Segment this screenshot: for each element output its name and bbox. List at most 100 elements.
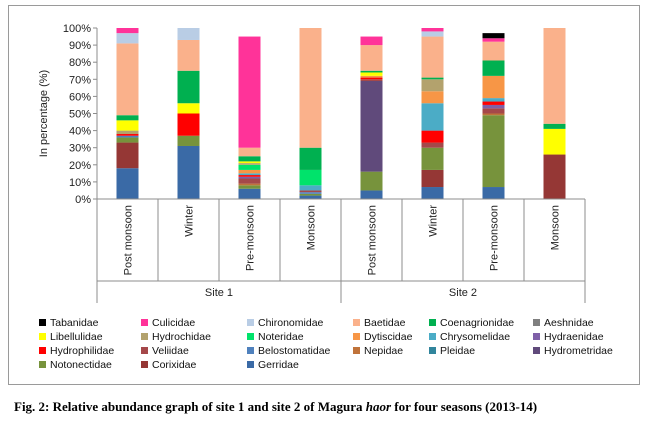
legend-label: Hydraenidae: [544, 331, 604, 343]
legend-label: Nepidae: [364, 345, 403, 357]
bar-segment: [177, 70, 200, 104]
y-tick-label: 20%: [69, 160, 91, 172]
bar-segment: [482, 33, 505, 39]
bar-segment: [238, 176, 261, 179]
bar-segment: [177, 39, 200, 71]
y-axis-title: In percentage (%): [38, 70, 50, 157]
legend-swatch: [141, 347, 148, 354]
legend-label: Gerridae: [258, 359, 299, 371]
bar-segment: [116, 43, 139, 116]
y-tick-label: 50%: [69, 109, 91, 121]
bar-segment: [238, 164, 261, 170]
legend-swatch: [39, 319, 46, 326]
legend-swatch: [533, 319, 540, 326]
x-category-label: Monsoon: [550, 205, 562, 250]
bar-segment: [543, 123, 566, 129]
group-label: Site 1: [205, 287, 233, 299]
bar-segment: [421, 91, 444, 104]
y-tick-label: 100%: [63, 23, 91, 35]
legend-label: Pleidae: [440, 345, 475, 357]
bar-segment: [421, 130, 444, 143]
bar-segment: [299, 185, 322, 191]
bar-segment: [360, 75, 383, 78]
bar-segment: [360, 190, 383, 199]
bar-segment: [116, 142, 139, 169]
legend-label: Corixidae: [152, 359, 197, 371]
y-tick-label: 30%: [69, 143, 91, 155]
legend-swatch: [39, 333, 46, 340]
legend-label: Hydrochidae: [152, 331, 211, 343]
bar-segment: [482, 113, 505, 116]
bar-segment: [421, 147, 444, 170]
legend-swatch: [39, 361, 46, 368]
bar-segment: [482, 108, 505, 114]
legend-swatch: [247, 319, 254, 326]
legend-swatch: [141, 319, 148, 326]
bar-segment: [360, 77, 383, 80]
bar-segment: [360, 45, 383, 71]
bar-segment: [299, 28, 322, 148]
bar-segment: [238, 163, 261, 165]
legend-swatch: [533, 333, 540, 340]
bar-segment: [238, 147, 261, 157]
bar-segment: [116, 137, 139, 143]
legend-swatch: [353, 319, 360, 326]
bar-segment: [482, 104, 505, 109]
legend-swatch: [429, 333, 436, 340]
bar-segment: [543, 154, 566, 199]
bar-segment: [299, 193, 322, 196]
bar-segment: [238, 178, 261, 184]
bar-segment: [238, 188, 261, 199]
legend-swatch: [247, 347, 254, 354]
bar-segment: [360, 171, 383, 191]
bar-segment: [116, 120, 139, 131]
bar-segment: [116, 33, 139, 44]
bar-segment: [177, 135, 200, 146]
x-category-label: Pre-monsoon: [489, 205, 501, 271]
y-tick-label: 40%: [69, 126, 91, 138]
legend-swatch: [141, 333, 148, 340]
bar-segment: [421, 31, 444, 37]
bar-segment: [482, 41, 505, 61]
bar-segment: [177, 113, 200, 136]
x-category-label: Post monsoon: [367, 205, 379, 275]
bar-segment: [177, 103, 200, 114]
bar-segment: [482, 75, 505, 99]
stacked-bar-chart: 0% 10% 20% 30% 40% 50% 60% 70% 80% 90% 100% In perc…: [38, 23, 613, 371]
legend-label: Notonectidae: [50, 359, 112, 371]
bar-segment: [360, 81, 383, 172]
bar-segment: [360, 72, 383, 76]
legend-label: Baetidae: [364, 317, 406, 329]
bar-segment: [421, 103, 444, 131]
bar-segment: [482, 115, 505, 188]
y-tick-label: 60%: [69, 91, 91, 103]
y-tick-label: 80%: [69, 57, 91, 69]
bar-segment: [360, 70, 383, 73]
caption-suffix: for four seasons (2013-14): [391, 399, 538, 414]
legend-label: Aeshnidae: [544, 317, 594, 329]
legend-swatch: [353, 347, 360, 354]
bar-segment: [177, 145, 200, 199]
bar-segment: [421, 169, 444, 188]
y-tick-label: 90%: [69, 40, 91, 52]
figure-caption: Fig. 2: Relative abundance graph of site…: [14, 399, 634, 415]
bar-segment: [238, 183, 261, 186]
bar-segment: [543, 128, 566, 155]
bar-segment: [421, 187, 444, 199]
legend-swatch: [141, 361, 148, 368]
bar-segment: [238, 173, 261, 176]
x-category-label: Winter: [428, 205, 440, 237]
bar-segment: [238, 161, 261, 164]
bar-segment: [238, 169, 261, 174]
bar-segment: [482, 38, 505, 42]
bar-segment: [116, 134, 139, 136]
x-category-label: Post monsoon: [123, 205, 135, 275]
legend-swatch: [429, 319, 436, 326]
legend-swatch: [353, 333, 360, 340]
legend-label: Chironomidae: [258, 317, 324, 329]
bar-segment: [482, 187, 505, 199]
legend-label: Hydrophilidae: [50, 345, 114, 357]
bar-segment: [177, 28, 200, 40]
bar-segment: [116, 115, 139, 121]
legend-label: Chrysomelidae: [440, 331, 510, 343]
